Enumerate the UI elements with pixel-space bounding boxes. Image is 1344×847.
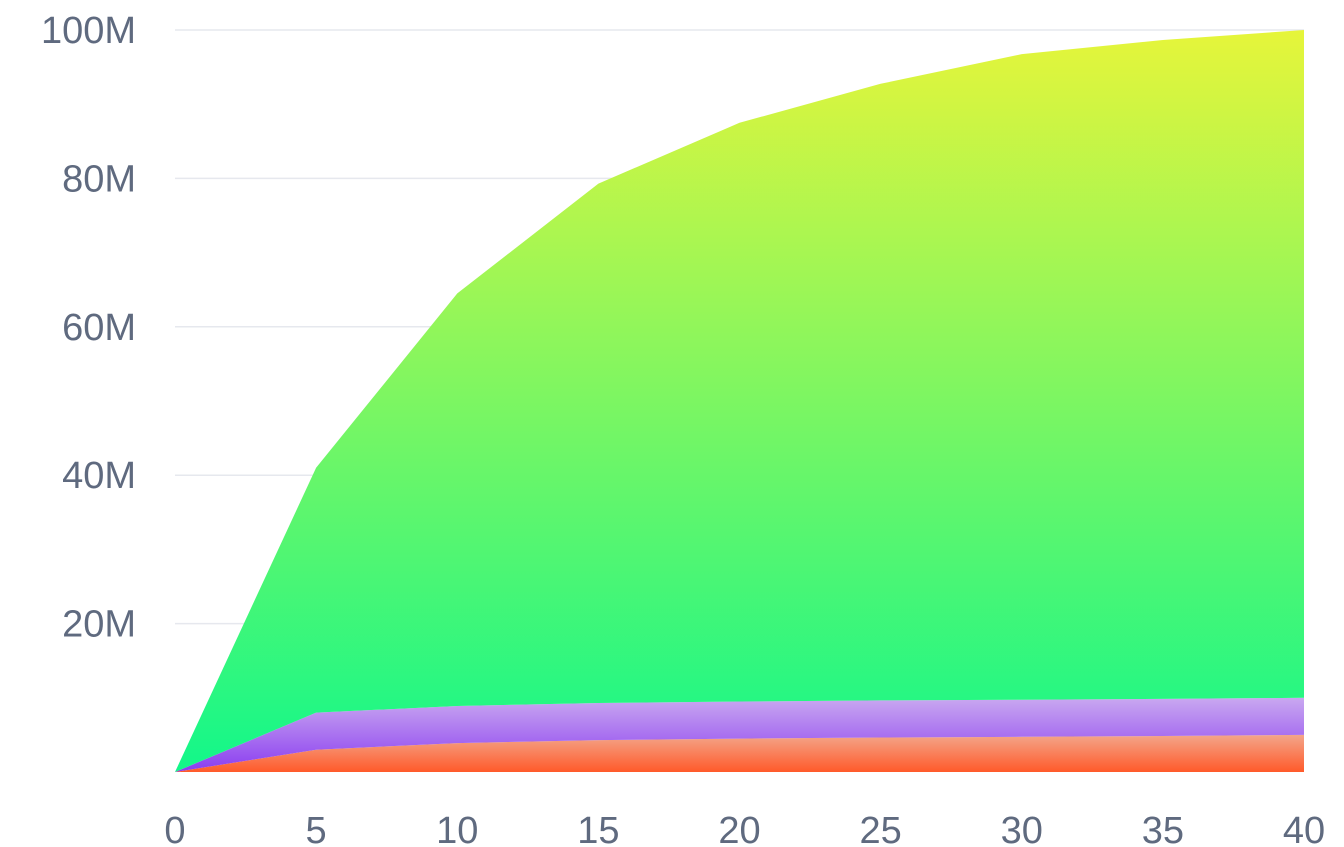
x-tick-label: 10: [436, 810, 478, 847]
area-layer: [175, 30, 1304, 772]
x-tick-label: 0: [164, 810, 185, 847]
area-series-1: [175, 734, 1304, 772]
y-tick-label: 100M: [41, 10, 136, 52]
y-tick-label: 40M: [62, 455, 136, 497]
y-tick-label: 60M: [62, 307, 136, 349]
area-series-2: [175, 697, 1304, 772]
y-tick-label: 80M: [62, 158, 136, 200]
y-tick-label: 20M: [62, 604, 136, 646]
area-series-3: [175, 30, 1304, 772]
x-tick-label: 5: [306, 810, 327, 847]
x-tick-label: 15: [577, 810, 619, 847]
y-axis-ticks: 20M 40M 60M 80M 100M: [41, 10, 136, 646]
x-tick-label: 40: [1283, 810, 1325, 847]
x-tick-label: 25: [859, 810, 901, 847]
x-tick-label: 20: [718, 810, 760, 847]
x-axis-ticks: 0 5 10 15 20 25 30 35 40: [164, 810, 1325, 847]
x-tick-label: 30: [1001, 810, 1043, 847]
x-tick-label: 35: [1142, 810, 1184, 847]
